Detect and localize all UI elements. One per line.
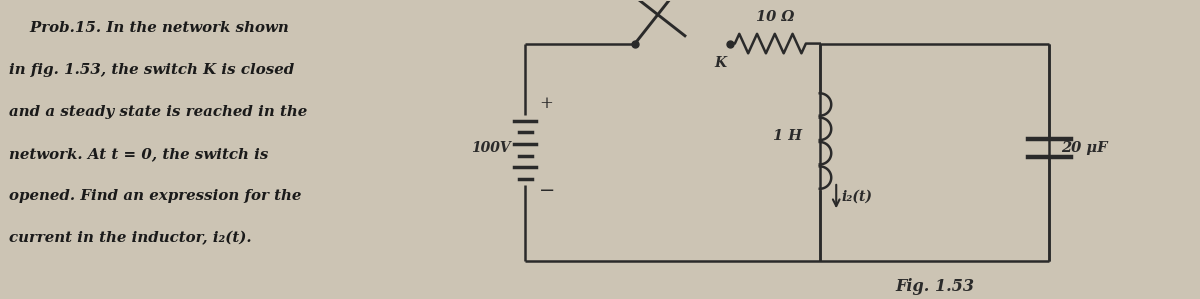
Text: Prob.15. In the network shown: Prob.15. In the network shown	[8, 21, 288, 35]
Text: current in the inductor, i₂(t).: current in the inductor, i₂(t).	[8, 231, 251, 245]
Text: +: +	[539, 94, 553, 112]
Text: and a steady state is reached in the: and a steady state is reached in the	[8, 105, 307, 119]
Text: 10 Ω: 10 Ω	[756, 10, 794, 24]
Text: opened. Find an expression for the: opened. Find an expression for the	[8, 189, 301, 203]
Text: Fig. 1.53: Fig. 1.53	[895, 278, 974, 295]
Text: network. At t = 0, the switch is: network. At t = 0, the switch is	[8, 147, 268, 161]
Text: 100V: 100V	[472, 141, 511, 155]
Text: 1 H: 1 H	[773, 129, 802, 143]
Text: K: K	[714, 56, 726, 70]
Text: in fig. 1.53, the switch K is closed: in fig. 1.53, the switch K is closed	[8, 63, 294, 77]
Text: i₂(t): i₂(t)	[841, 190, 872, 204]
Text: −: −	[539, 182, 556, 200]
Text: 20 μF: 20 μF	[1062, 141, 1108, 155]
